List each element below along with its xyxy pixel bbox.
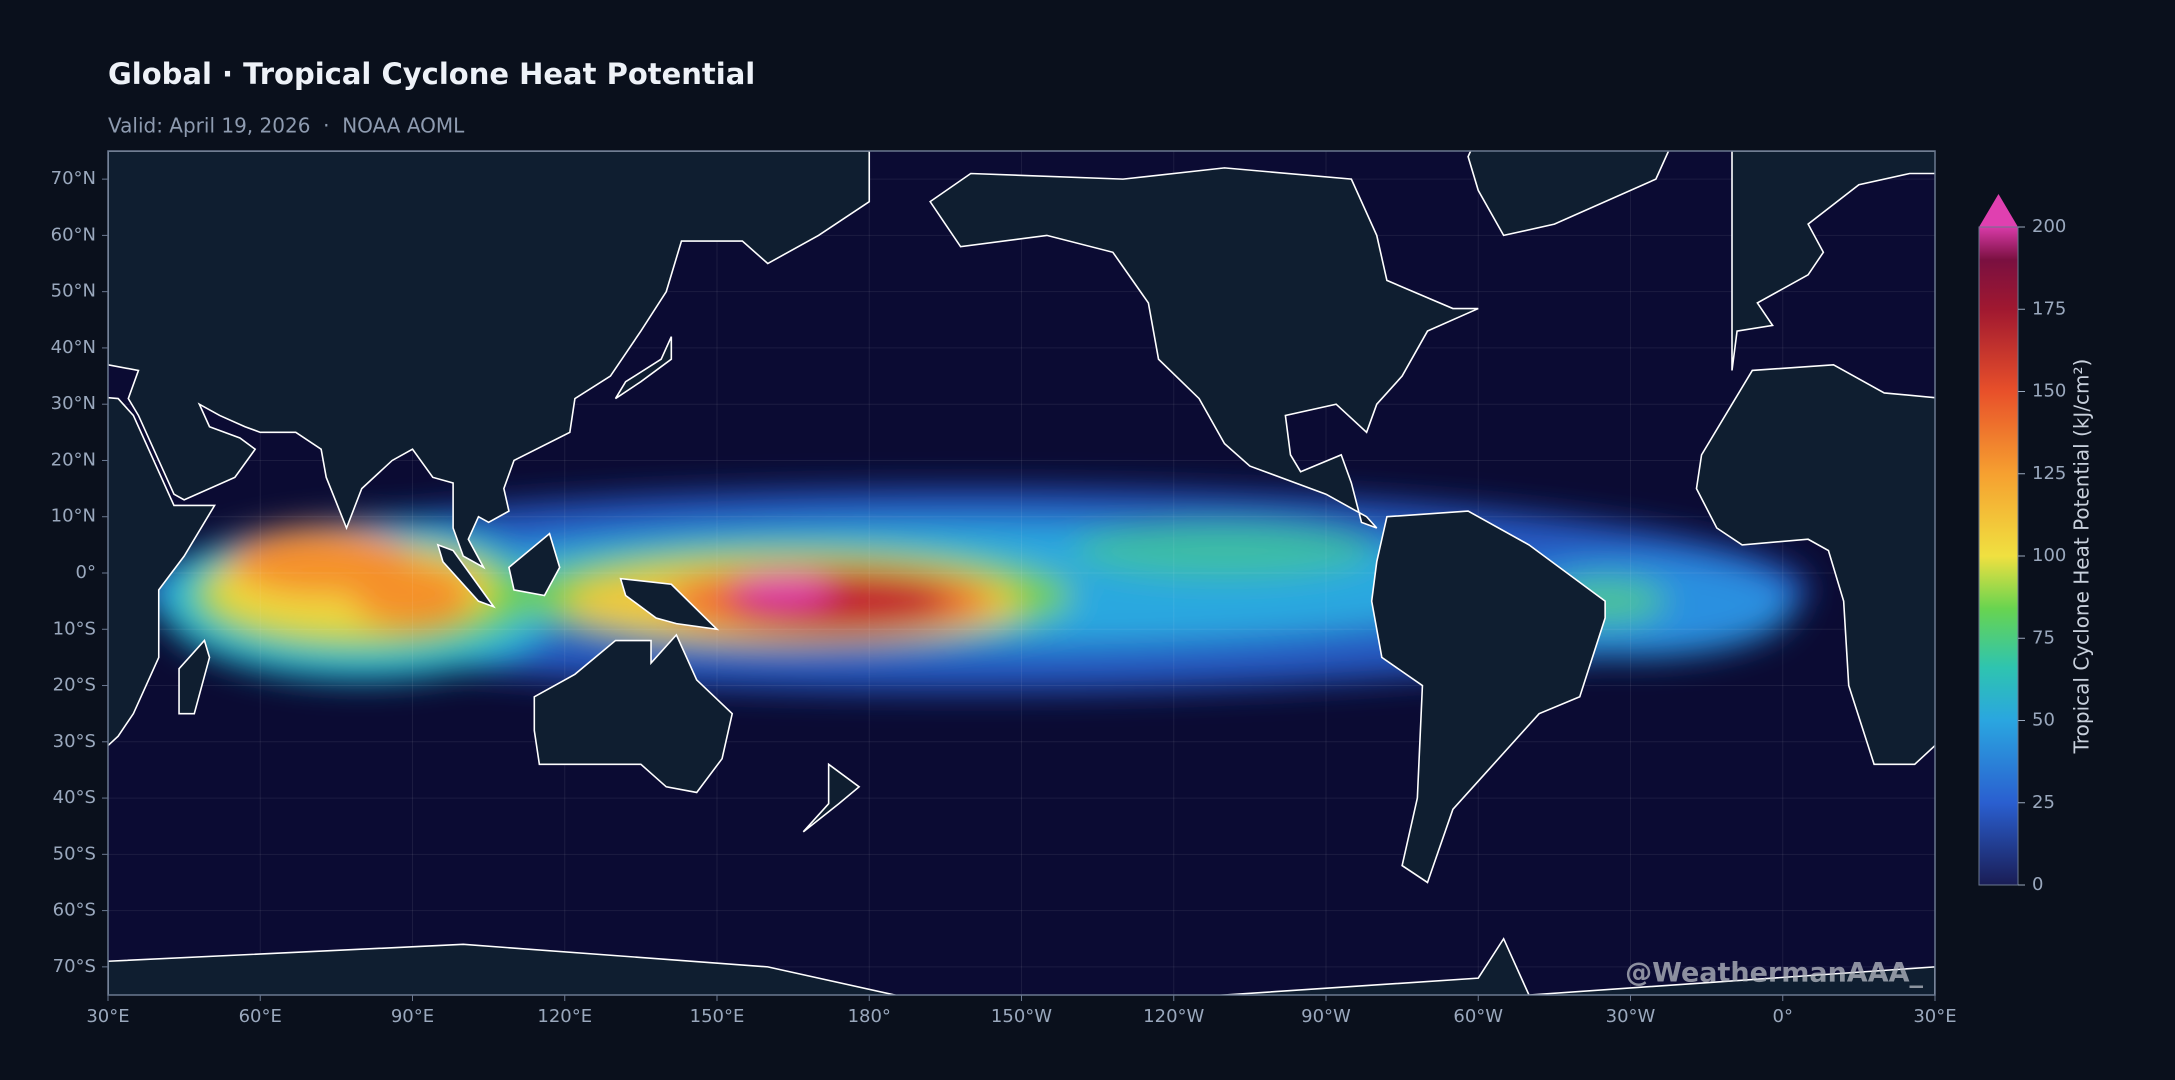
lon-tick-label: 150°E	[690, 1006, 745, 1027]
lat-tick-label: 30°S	[53, 731, 96, 752]
landmass	[929, 167, 1479, 529]
watermark: @WeathermanAAA_	[1625, 958, 1923, 989]
lat-tick-label: 60°S	[53, 900, 96, 921]
lon-tick-label: 120°W	[1143, 1006, 1204, 1027]
lat-tick-label: 10°N	[51, 506, 96, 527]
colorbar-tick-label: 200	[2032, 216, 2066, 237]
lon-tick-label: 60°E	[239, 1006, 282, 1027]
lon-tick-label: 60°W	[1453, 1006, 1503, 1027]
colorbar-tick-label: 75	[2032, 627, 2055, 648]
lat-tick-label: 70°S	[53, 956, 96, 977]
heat-region	[1072, 522, 1377, 579]
lat-tick-label: 30°N	[51, 393, 96, 414]
lat-tick-label: 0°	[76, 562, 96, 583]
lon-tick-label: 90°E	[391, 1006, 434, 1027]
colorbar-tick-label: 100	[2032, 545, 2066, 566]
lat-tick-label: 20°S	[53, 675, 96, 696]
colorbar-tick-label: 125	[2032, 463, 2066, 484]
landmass	[1695, 363, 1935, 766]
landmass	[108, 396, 216, 747]
lon-tick-label: 120°E	[537, 1006, 592, 1027]
land	[108, 151, 1935, 995]
colorbar-tick-label: 50	[2032, 710, 2055, 731]
lon-tick-label: 0°	[1773, 1006, 1793, 1027]
colorbar-label: Tropical Cyclone Heat Potential (kJ/cm²)	[2070, 359, 2094, 755]
colorbar-tick-label: 150	[2032, 381, 2066, 402]
landmass	[1731, 151, 1935, 371]
landmass	[533, 633, 734, 794]
lat-tick-label: 60°N	[51, 224, 96, 245]
lon-tick-label: 150°W	[991, 1006, 1052, 1027]
landmass	[1467, 151, 1670, 237]
title: Global · Tropical Cyclone Heat Potential	[108, 57, 755, 91]
landmass	[108, 151, 871, 570]
lon-tick-label: 30°E	[1913, 1006, 1956, 1027]
colorbar-tick-label: 175	[2032, 298, 2066, 319]
lon-tick-label: 30°E	[86, 1006, 129, 1027]
colorbar-tick-label: 25	[2032, 792, 2055, 813]
landmass	[436, 543, 496, 609]
lon-tick-label: 180°	[848, 1006, 891, 1027]
lat-tick-label: 40°N	[51, 337, 96, 358]
landmass	[1370, 510, 1606, 884]
landmass	[802, 762, 861, 833]
subtitle: Valid: April 19, 2026 · NOAA AOML	[108, 114, 465, 138]
colorbar	[1978, 226, 2019, 886]
lat-tick-label: 40°S	[53, 787, 96, 808]
lat-tick-label: 10°S	[53, 618, 96, 639]
lat-tick-label: 20°N	[51, 449, 96, 470]
lat-tick-label: 70°N	[51, 168, 96, 189]
landmass	[508, 532, 561, 597]
lon-tick-label: 30°W	[1606, 1006, 1656, 1027]
heat-region	[351, 561, 474, 630]
landmass	[178, 638, 211, 715]
heat-region	[732, 573, 834, 607]
landmass	[619, 577, 720, 631]
lon-tick-label: 90°W	[1301, 1006, 1351, 1027]
lat-tick-label: 50°S	[53, 843, 96, 864]
landmass	[614, 336, 673, 400]
lat-tick-label: 50°N	[51, 281, 96, 302]
landmass	[108, 937, 1935, 995]
colorbar-extend	[1979, 194, 2018, 227]
colorbar-tick-label: 0	[2032, 874, 2043, 895]
